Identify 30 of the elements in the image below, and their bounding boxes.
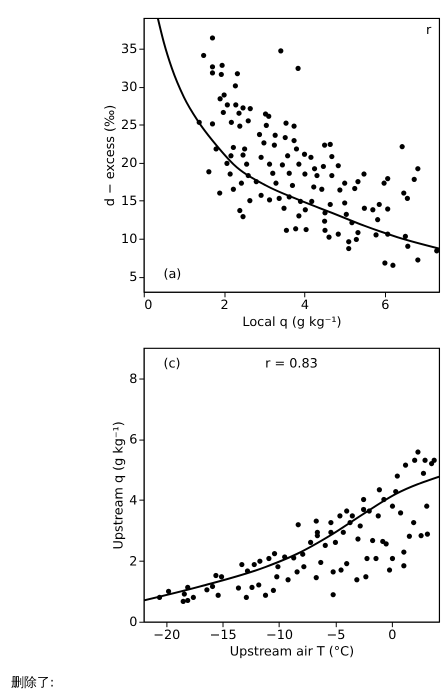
y-axis-title: d − excess (‰) xyxy=(103,104,118,206)
y-tick-label: 30 xyxy=(121,80,138,96)
x-tick-label: −5 xyxy=(326,628,346,643)
x-tick-label: −10 xyxy=(266,628,294,643)
x-tick-label: −20 xyxy=(153,628,180,643)
y-tick-label: 8 xyxy=(129,372,138,387)
text: 删除了: xyxy=(10,676,54,691)
x-tick-label: 0 xyxy=(144,298,152,314)
x-tick-label: 6 xyxy=(381,298,390,314)
y-tick-label: 10 xyxy=(121,232,138,248)
y-tick-label: 2 xyxy=(129,554,138,570)
x-axis-title: Upstream air T (°C) xyxy=(230,644,354,660)
y-tick-label: 6 xyxy=(129,432,138,448)
y-tick-label: 15 xyxy=(121,194,138,210)
y-tick-label: 0 xyxy=(129,615,138,630)
x-tick-label: 0 xyxy=(388,628,396,643)
annotation: (a) xyxy=(163,267,182,282)
y-axis-title: Upstream q (g kg⁻¹) xyxy=(111,421,126,550)
x-tick-label: 2 xyxy=(220,298,229,314)
y-tick-label: 35 xyxy=(121,42,138,58)
annotation: r = 0.83 xyxy=(265,356,318,372)
y-tick-label: 20 xyxy=(121,156,138,172)
annotation: (c) xyxy=(163,356,180,372)
x-tick-label: 4 xyxy=(300,298,310,314)
y-tick-label: 5 xyxy=(129,270,138,286)
y-tick-label: 25 xyxy=(121,118,138,134)
y-tick-label: 4 xyxy=(129,494,138,509)
x-axis-title: Local q (g kg⁻¹) xyxy=(242,314,342,330)
annotation: r xyxy=(426,22,432,38)
x-tick-label: −15 xyxy=(210,628,237,643)
